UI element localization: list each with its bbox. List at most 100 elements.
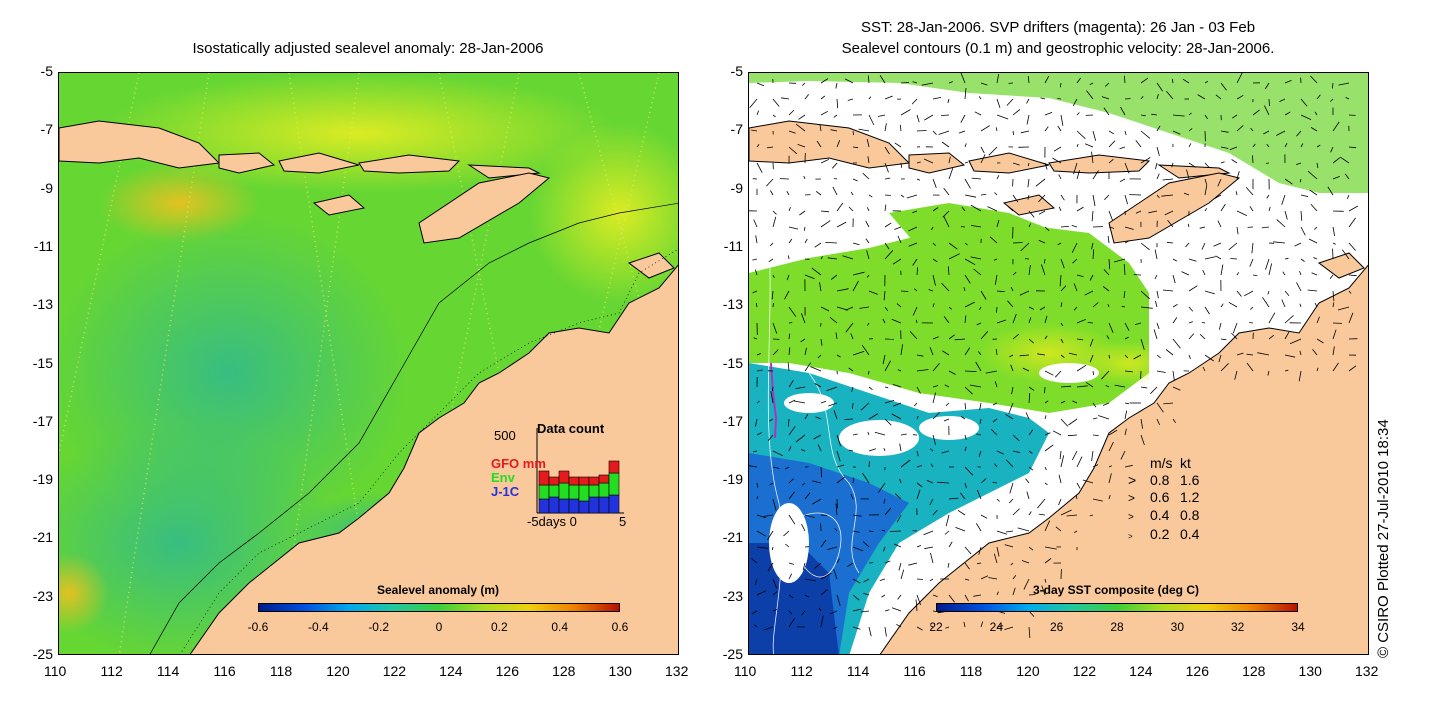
velocity-arrow: [1012, 450, 1021, 453]
velocity-arrow: [964, 347, 971, 356]
velocity-arrow: [964, 370, 977, 372]
velocity-arrow: [1284, 331, 1290, 340]
velocity-arrow: [1092, 464, 1099, 468]
data-count-bar-gfo: [568, 476, 580, 486]
velocity-arrow: [1044, 415, 1047, 420]
right-lon-label: 118: [959, 663, 983, 679]
velocity-arrow: [1268, 263, 1272, 276]
data-count-bar-env: [578, 484, 590, 502]
velocity-arrow: [1220, 82, 1227, 91]
velocity-arrow: [932, 274, 936, 286]
velocity-arrow: [964, 446, 967, 452]
velocity-arrow: [948, 306, 953, 310]
velocity-arrow: [845, 306, 854, 311]
velocity-arrow: [884, 123, 887, 132]
data-count-bar-j1c: [578, 500, 590, 514]
velocity-arrow: [852, 608, 862, 612]
velocity-arrow: [1154, 274, 1158, 280]
velocity-arrow: [1092, 370, 1094, 376]
velocity-arrow: [1344, 173, 1350, 180]
velocity-arrow: [931, 226, 934, 231]
velocity-arrow: [1316, 162, 1319, 169]
velocity-arrow: [1124, 370, 1133, 373]
velocity-arrow: [1028, 626, 1031, 639]
velocity-arrow: [788, 491, 795, 500]
velocity-arrow: [1316, 144, 1321, 148]
velocity-arrow: [1028, 546, 1034, 551]
velocity-arrow: [1172, 114, 1185, 117]
velocity-arrow: [988, 577, 998, 580]
data-count-bar-gfo: [588, 476, 600, 486]
velocity-arrow: [884, 560, 891, 564]
velocity-arrow: [1164, 210, 1174, 216]
velocity-arrow: [772, 386, 774, 392]
velocity-arrow: [932, 242, 936, 246]
velocity-arrow: [985, 370, 998, 374]
velocity-arrow: [1140, 157, 1151, 164]
velocity-arrow: [989, 236, 998, 244]
right-lat-label: -17: [722, 412, 743, 429]
velocity-arrow: [948, 242, 958, 250]
velocity-arrow: [850, 333, 854, 340]
velocity-arrow: [1332, 290, 1335, 302]
velocity-arrow: [751, 610, 758, 615]
sealevel-colorbar-label: 0.2: [490, 620, 508, 634]
velocity-arrow: [751, 558, 758, 564]
velocity-arrow: [913, 288, 918, 292]
velocity-arrow: [1263, 130, 1270, 135]
velocity-arrow: [945, 514, 950, 527]
velocity-arrow: [1091, 210, 1094, 222]
velocity-arrow: [908, 242, 918, 247]
velocity-arrow: [1140, 386, 1148, 389]
velocity-arrow: [1246, 353, 1254, 356]
velocity-arrow: [1267, 290, 1270, 295]
velocity-arrow: [1028, 386, 1035, 391]
velocity-arrow: [1220, 130, 1229, 133]
sealevel-anomaly-map[interactable]: [58, 72, 679, 655]
velocity-arrow: [788, 226, 799, 230]
data-count-bar-env: [558, 482, 570, 500]
velocity-arrow: [916, 594, 921, 606]
velocity-arrow: [1020, 242, 1030, 252]
velocity-arrow: [863, 592, 870, 596]
velocity-arrow: [1026, 114, 1030, 125]
velocity-arrow: [867, 75, 870, 84]
velocity-arrow: [836, 476, 845, 484]
velocity-arrow: [1028, 511, 1032, 516]
velocity-arrow: [1038, 210, 1046, 215]
velocity-arrow: [1187, 223, 1190, 228]
velocity-arrow: [932, 392, 936, 404]
velocity-arrow: [804, 594, 809, 598]
velocity-arrow: [868, 290, 878, 295]
velocity-arrow: [916, 369, 929, 372]
velocity-arrow: [948, 370, 956, 375]
velocity-arrow: [1236, 94, 1244, 100]
velocity-arrow: [932, 363, 940, 372]
velocity-arrow: [1307, 289, 1318, 292]
velocity-arrow: [1107, 235, 1110, 244]
velocity-arrow: [1284, 143, 1288, 148]
velocity-arrow: [977, 562, 982, 565]
data-count-series-j1c: J-1C: [491, 484, 520, 499]
velocity-arrow: [1086, 90, 1094, 100]
velocity-arrow: [1028, 264, 1031, 276]
velocity-arrow: [788, 478, 794, 484]
velocity-arrow: [788, 238, 793, 244]
velocity-arrow: [980, 290, 987, 300]
velocity-arrow: [1156, 194, 1160, 199]
velocity-arrow: [1124, 322, 1130, 331]
velocity-arrow: [1140, 77, 1149, 84]
sst-velocity-map[interactable]: [748, 72, 1369, 655]
velocity-arrow: [906, 194, 918, 199]
velocity-arrow: [1044, 112, 1053, 116]
velocity-arrow: [948, 81, 953, 84]
velocity-arrow: [1296, 130, 1302, 137]
velocity-arrow: [893, 543, 902, 548]
velocity-arrow: [882, 318, 886, 324]
velocity-arrow: [961, 416, 966, 420]
velocity-arrow: [1073, 306, 1078, 311]
velocity-arrow: [1124, 130, 1127, 136]
velocity-arrow: [1332, 121, 1340, 132]
velocity-arrow: [1332, 157, 1341, 164]
right-lon-label: 116: [903, 663, 926, 679]
